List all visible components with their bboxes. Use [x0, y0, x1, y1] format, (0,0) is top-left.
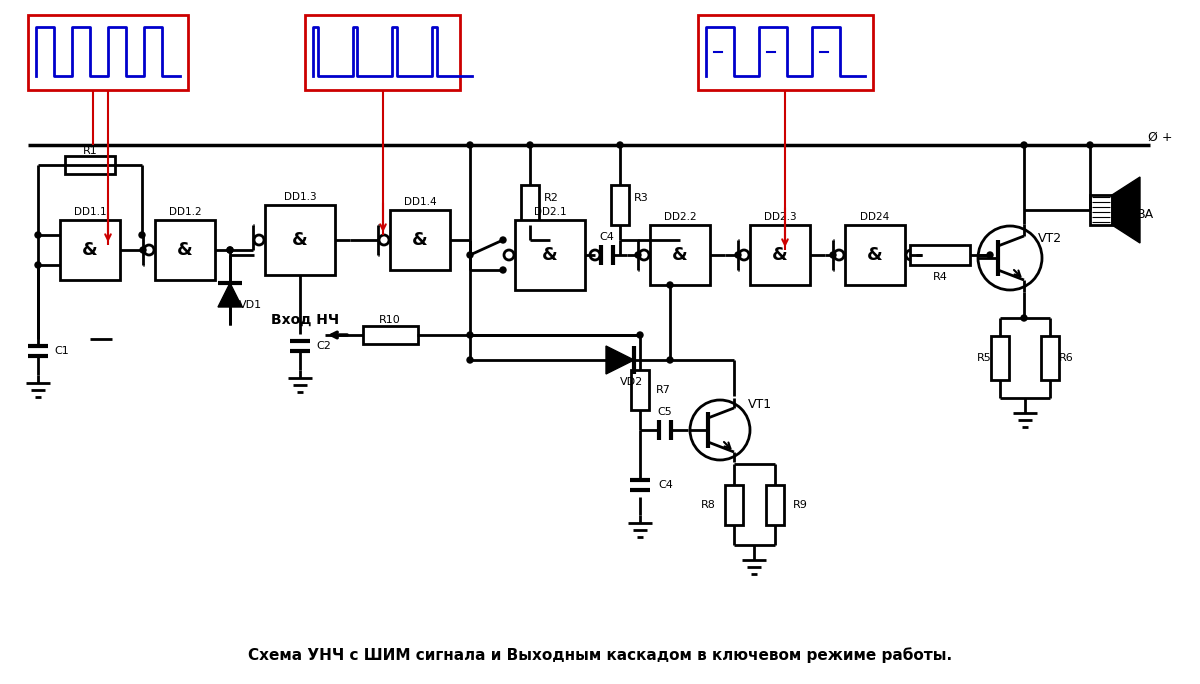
- Bar: [515, 220, 586, 290]
- Text: DD1.4: DD1.4: [403, 197, 437, 207]
- Circle shape: [500, 267, 506, 273]
- Bar: [390, 210, 450, 270]
- Bar: [1042, 336, 1060, 380]
- Bar: [305, 15, 460, 90]
- Text: DD2.1: DD2.1: [534, 207, 566, 217]
- Circle shape: [1087, 142, 1093, 148]
- Circle shape: [635, 252, 641, 258]
- Polygon shape: [606, 346, 634, 374]
- Text: C1: C1: [54, 346, 68, 356]
- Text: VT1: VT1: [748, 399, 772, 412]
- Text: R10: R10: [379, 315, 401, 325]
- Bar: [698, 15, 874, 90]
- Circle shape: [667, 282, 673, 288]
- Bar: [910, 245, 970, 265]
- Circle shape: [35, 262, 41, 268]
- Text: Вход НЧ: Вход НЧ: [271, 313, 340, 327]
- Text: R8: R8: [701, 500, 716, 510]
- Bar: [631, 370, 649, 410]
- Text: &: &: [672, 246, 688, 264]
- Text: R9: R9: [793, 500, 808, 510]
- Bar: [766, 485, 784, 525]
- Bar: [521, 185, 539, 225]
- Text: R5: R5: [977, 353, 991, 363]
- Circle shape: [140, 247, 146, 253]
- Bar: [845, 225, 905, 285]
- Circle shape: [467, 357, 473, 363]
- Text: C2: C2: [316, 341, 331, 351]
- Text: Схема УНЧ с ШИМ сигнала и Выходным каскадом в ключевом режиме работы.: Схема УНЧ с ШИМ сигнала и Выходным каска…: [248, 647, 952, 663]
- Bar: [650, 225, 710, 285]
- Circle shape: [227, 247, 233, 253]
- Bar: [364, 326, 418, 344]
- Text: VT2: VT2: [1038, 231, 1062, 244]
- Bar: [155, 220, 215, 280]
- Text: Ø +: Ø +: [1147, 131, 1172, 144]
- Text: R3: R3: [634, 193, 649, 203]
- Text: &: &: [292, 231, 308, 249]
- Circle shape: [1021, 315, 1027, 321]
- Text: DD2.2: DD2.2: [664, 212, 696, 222]
- Text: C4: C4: [600, 232, 614, 242]
- Text: DD1.3: DD1.3: [283, 192, 317, 202]
- Bar: [265, 205, 335, 275]
- Circle shape: [1021, 142, 1027, 148]
- Text: C4: C4: [658, 480, 673, 490]
- Text: DD2.3: DD2.3: [763, 212, 797, 222]
- Polygon shape: [218, 283, 242, 307]
- Circle shape: [139, 232, 145, 238]
- Circle shape: [617, 142, 623, 148]
- Text: VD1: VD1: [239, 300, 262, 310]
- Text: BA: BA: [1136, 209, 1153, 222]
- Circle shape: [637, 332, 643, 338]
- Circle shape: [986, 252, 994, 258]
- Text: &: &: [868, 246, 883, 264]
- Text: R6: R6: [1058, 353, 1073, 363]
- Circle shape: [734, 252, 742, 258]
- Circle shape: [830, 252, 836, 258]
- Text: VD2: VD2: [620, 377, 643, 387]
- Text: C5: C5: [658, 407, 672, 417]
- Bar: [750, 225, 810, 285]
- Bar: [725, 485, 743, 525]
- Bar: [28, 15, 188, 90]
- Bar: [611, 185, 629, 225]
- Text: &: &: [542, 246, 558, 264]
- Text: R7: R7: [656, 385, 671, 395]
- Bar: [65, 156, 115, 174]
- Bar: [1090, 195, 1112, 225]
- Circle shape: [227, 247, 233, 253]
- Text: &: &: [178, 241, 193, 259]
- Circle shape: [500, 237, 506, 243]
- Bar: [991, 336, 1009, 380]
- Polygon shape: [1112, 177, 1140, 243]
- Text: &: &: [412, 231, 428, 249]
- Text: R1: R1: [83, 146, 97, 156]
- Text: DD1.2: DD1.2: [169, 207, 202, 217]
- Circle shape: [667, 357, 673, 363]
- Text: R2: R2: [544, 193, 559, 203]
- Circle shape: [35, 232, 41, 238]
- Circle shape: [467, 332, 473, 338]
- Text: R4: R4: [932, 272, 948, 282]
- Text: &: &: [82, 241, 98, 259]
- Circle shape: [527, 142, 533, 148]
- Circle shape: [467, 252, 473, 258]
- Circle shape: [467, 142, 473, 148]
- Text: DD1.1: DD1.1: [73, 207, 107, 217]
- Bar: [60, 220, 120, 280]
- Text: &: &: [772, 246, 788, 264]
- Text: DD24: DD24: [860, 212, 889, 222]
